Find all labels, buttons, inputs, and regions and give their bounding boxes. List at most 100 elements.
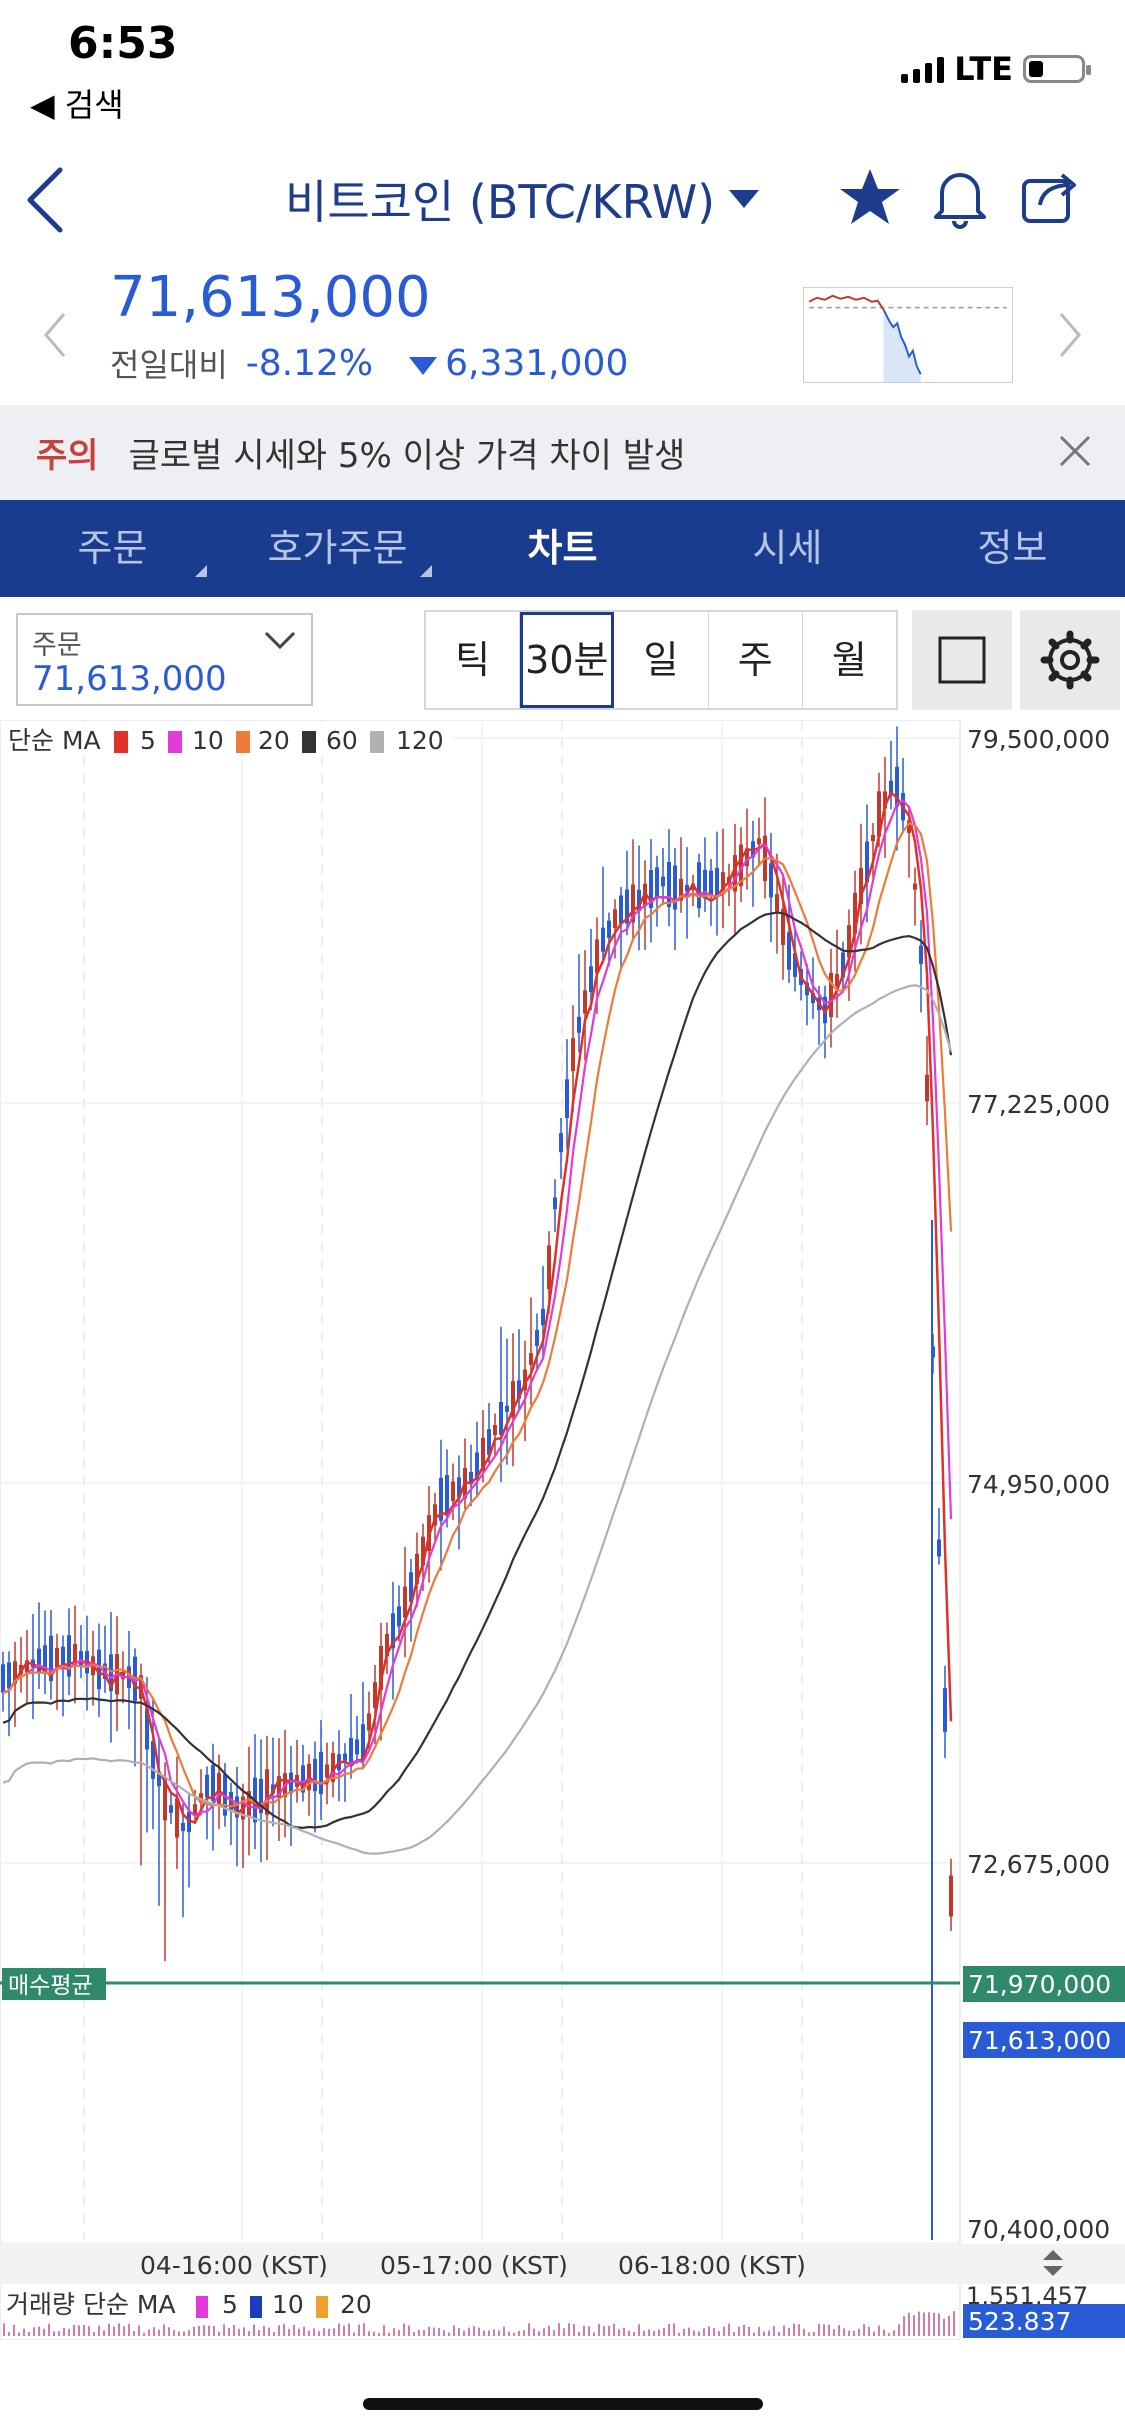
candle-body: [679, 878, 683, 901]
avg-buy-label-box: [2, 1968, 106, 2000]
candle-body: [265, 1769, 269, 1815]
close-icon[interactable]: [1055, 431, 1095, 471]
x-tick: 06-18:00 (KST): [618, 2251, 806, 2280]
candle-body: [925, 1074, 929, 1102]
candle-body: [709, 870, 713, 896]
period-week[interactable]: 주: [709, 612, 803, 708]
main-tabs: 주문 호가주문 차트 시세 정보: [0, 500, 1125, 597]
next-coin-chevron-icon[interactable]: [1055, 310, 1085, 360]
candle-body: [721, 872, 725, 891]
candle-body: [421, 1536, 425, 1566]
back-to-search-link[interactable]: ◀ 검색: [30, 86, 124, 124]
tab-chart[interactable]: 차트: [450, 500, 675, 597]
candle-body: [259, 1778, 263, 1814]
x-axis: 04-16:00 (KST) 05-17:00 (KST) 06-18:00 (…: [140, 2251, 806, 2280]
candle-body: [403, 1586, 407, 1618]
change-label: 전일대비: [110, 346, 228, 384]
network-label: LTE: [954, 50, 1013, 88]
candle-body: [457, 1477, 461, 1498]
candle-body: [853, 892, 857, 934]
candle-body: [493, 1425, 497, 1435]
candle-body: [841, 952, 845, 978]
vol-ma-swatch: [196, 2296, 208, 2318]
fullscreen-button[interactable]: [912, 610, 1012, 710]
candle-body: [919, 945, 923, 964]
avg-buy-value-box: [963, 1966, 1125, 2002]
candle-body: [835, 974, 839, 986]
mini-price-chart[interactable]: [803, 287, 1013, 383]
candle-body: [331, 1753, 335, 1782]
candlestick-chart[interactable]: 매수평균 71,970,000 71,613,000 79,500,000 77…: [0, 720, 1125, 2340]
candle-body: [319, 1751, 323, 1795]
candle-body: [697, 862, 701, 909]
candle-body: [211, 1765, 215, 1801]
chart-settings-button[interactable]: [1020, 610, 1120, 710]
notice-text: 글로벌 시세와 5% 이상 가격 차이 발생: [128, 436, 686, 476]
y-tick: 77,225,000: [967, 1090, 1110, 1119]
ma-swatch: [236, 731, 250, 753]
period-month[interactable]: 월: [831, 638, 867, 682]
back-arrow-icon[interactable]: [18, 160, 78, 240]
candle-body: [121, 1672, 125, 1680]
candle-body: [949, 1875, 953, 1917]
candle-body: [343, 1753, 347, 1761]
candle-body: [745, 848, 749, 867]
candle-body: [889, 780, 893, 796]
candle-body: [559, 1133, 563, 1153]
prev-coin-chevron-icon[interactable]: [40, 310, 70, 360]
share-icon[interactable]: [1018, 165, 1082, 229]
candle-body: [637, 889, 641, 912]
resize-handle-icon[interactable]: [1043, 2250, 1063, 2276]
candle-body: [73, 1643, 77, 1667]
candle-body: [781, 909, 785, 945]
vol-legend-item: 5: [222, 2290, 238, 2319]
candle-body: [601, 927, 605, 952]
candle-body: [811, 992, 815, 1004]
y-tick: 74,950,000: [967, 1470, 1110, 1499]
candle-body: [43, 1645, 47, 1674]
candle-body: [511, 1381, 515, 1418]
candle-body: [739, 844, 743, 887]
tab-order[interactable]: 주문: [0, 500, 225, 597]
volume-current-box: [963, 2304, 1125, 2338]
star-icon[interactable]: [838, 165, 902, 229]
period-tick[interactable]: 틱: [426, 612, 521, 708]
volume-pane: 거래량 단순 MA 5 10 20 1,551,457 523.837: [3, 2282, 1125, 2338]
tab-orderbook-order[interactable]: 호가주문: [225, 500, 450, 597]
order-label: 주문: [32, 630, 82, 661]
candle-body: [505, 1405, 509, 1412]
x-tick: 04-16:00 (KST): [140, 2251, 328, 2280]
order-price-select[interactable]: 주문 71,613,000: [16, 613, 313, 706]
candle-body: [157, 1773, 161, 1787]
candle-body: [535, 1330, 539, 1346]
candle-body: [1, 1664, 5, 1693]
candle-body: [943, 1688, 947, 1732]
candle-body: [589, 966, 593, 993]
period-day[interactable]: 일: [614, 612, 709, 708]
candle-body: [733, 855, 737, 892]
coin-selector[interactable]: 비트코인 (BTC/KRW): [285, 166, 760, 232]
candle-body: [313, 1758, 317, 1792]
bell-icon[interactable]: [928, 165, 992, 229]
candle-body: [205, 1774, 209, 1798]
tab-label: 주문: [77, 526, 148, 570]
candle-body: [631, 884, 635, 923]
change-amount: 6,331,000: [445, 342, 629, 384]
page-title: 비트코인 (BTC/KRW): [285, 175, 716, 229]
current-price: 71,613,000: [110, 265, 431, 330]
candle-body: [355, 1739, 359, 1755]
tab-label: 차트: [527, 526, 598, 570]
tab-info[interactable]: 정보: [900, 500, 1125, 597]
tab-market[interactable]: 시세: [675, 500, 900, 597]
candle-body: [553, 1197, 557, 1210]
vol-legend-item: 10: [272, 2290, 304, 2319]
candle-body: [871, 834, 875, 842]
ma-legend-item: 60: [326, 726, 358, 755]
candle-body: [529, 1353, 533, 1365]
gear-icon: [1040, 630, 1100, 690]
period-30min[interactable]: 30분: [520, 612, 615, 708]
y-tick: 72,675,000: [967, 1850, 1110, 1879]
candle-body: [193, 1804, 197, 1816]
ma-swatch: [114, 731, 128, 753]
price-change-row: 전일대비 -8.12% 6,331,000: [110, 340, 628, 386]
